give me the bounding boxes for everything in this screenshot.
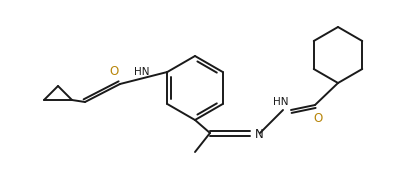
Text: N: N xyxy=(255,127,264,141)
Text: O: O xyxy=(109,65,118,78)
Text: HN: HN xyxy=(134,67,150,77)
Text: HN: HN xyxy=(273,97,289,107)
Text: O: O xyxy=(313,112,322,125)
